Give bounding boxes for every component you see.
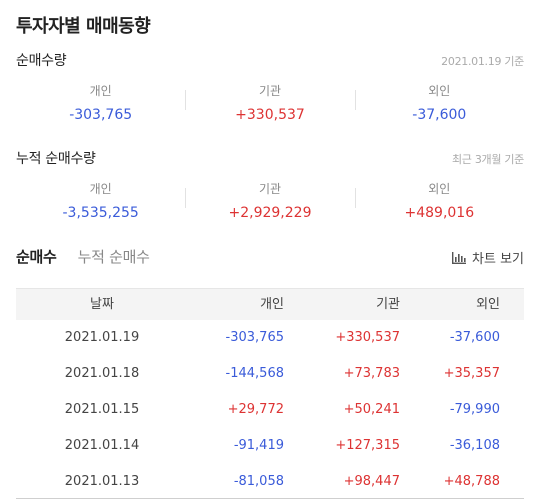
row-individual: -81,058 — [233, 474, 284, 489]
row-institution: +98,447 — [343, 474, 400, 489]
cumulative-individual: 개인 -3,535,255 — [16, 180, 185, 224]
header-individual: 개인 — [260, 297, 284, 312]
net-volume-date-note: 2021.01.19 기준 — [441, 55, 524, 68]
row-foreign: -37,600 — [449, 330, 500, 345]
net-volume-label: 순매수량 — [16, 53, 67, 69]
summary-value: -303,765 — [69, 107, 133, 123]
summary-value: +489,016 — [404, 205, 475, 221]
table-row: 2021.01.14 -91,419 +127,315 -36,108 — [16, 428, 524, 464]
summary-key: 외인 — [428, 84, 451, 98]
tab-cumulative-net-buy[interactable]: 누적 순매수 — [77, 248, 150, 266]
row-institution: +127,315 — [335, 438, 400, 453]
tab-net-buy[interactable]: 순매수 — [16, 248, 57, 266]
cumulative-label: 누적 순매수량 — [16, 151, 96, 167]
row-foreign: +48,788 — [443, 474, 500, 489]
net-volume-header: 순매수량 2021.01.19 기준 — [16, 50, 524, 70]
cumulative-period-note: 최근 3개월 기준 — [451, 153, 524, 166]
table-row: 2021.01.15 +29,772 +50,241 -79,990 — [16, 392, 524, 428]
row-date: 2021.01.15 — [64, 402, 140, 417]
net-volume-summary: 개인 -303,765 기관 +330,537 외인 -37,600 — [16, 82, 524, 126]
summary-key: 외인 — [428, 182, 451, 196]
cumulative-foreign: 외인 +489,016 — [354, 180, 524, 224]
header-foreign: 외인 — [476, 297, 500, 312]
row-individual: +29,772 — [227, 402, 284, 417]
table-header-row: 날짜 개인 기관 외인 — [16, 288, 524, 320]
cumulative-header: 누적 순매수량 최근 3개월 기준 — [16, 148, 524, 168]
table-bottom-divider — [16, 498, 524, 499]
summary-key: 기관 — [258, 84, 282, 98]
summary-key: 기관 — [258, 182, 282, 196]
summary-value: -3,535,255 — [62, 205, 139, 221]
row-individual: -303,765 — [225, 330, 284, 345]
table-row: 2021.01.19 -303,765 +330,537 -37,600 — [16, 320, 524, 356]
row-foreign: -36,108 — [449, 438, 500, 453]
row-individual: -144,568 — [225, 366, 284, 381]
chart-view-button[interactable]: 차트 보기 — [452, 248, 524, 267]
row-date: 2021.01.14 — [64, 438, 140, 453]
investor-trading-table: 날짜 개인 기관 외인 2021.01.19 -303,765 +330,537 -3… — [16, 288, 524, 500]
table-body: 2021.01.19 -303,765 +330,537 -37,600 2021.01… — [16, 320, 524, 500]
summary-institution: 기관 +330,537 — [185, 82, 354, 126]
table-row: 2021.01.18 -144,568 +73,783 +35,357 — [16, 356, 524, 392]
summary-value: +330,537 — [235, 107, 305, 123]
chart-view-label: 차트 보기 — [472, 252, 524, 267]
row-date: 2021.01.13 — [64, 474, 140, 489]
row-foreign: +35,357 — [443, 366, 500, 381]
table-row: 2021.01.13 -81,058 +98,447 +48,788 — [16, 464, 524, 500]
summary-foreign: 외인 -37,600 — [354, 82, 524, 126]
summary-value: -37,600 — [412, 107, 467, 123]
summary-value: +2,929,229 — [228, 205, 312, 221]
row-institution: +50,241 — [343, 402, 400, 417]
header-institution: 기관 — [376, 297, 400, 312]
row-date: 2021.01.18 — [64, 366, 140, 381]
summary-individual: 개인 -303,765 — [16, 82, 185, 126]
row-institution: +330,537 — [335, 330, 400, 345]
cumulative-summary: 개인 -3,535,255 기관 +2,929,229 외인 +489,016 — [16, 180, 524, 224]
row-institution: +73,783 — [343, 366, 400, 381]
summary-key: 개인 — [89, 182, 112, 196]
row-foreign: -79,990 — [449, 402, 500, 417]
row-date: 2021.01.19 — [64, 330, 140, 345]
view-tabs: 순매수 누적 순매수 — [16, 246, 166, 268]
bar-chart-icon — [452, 251, 467, 264]
page-title: 투자자별 매매동향 — [16, 16, 151, 37]
row-individual: -91,419 — [233, 438, 284, 453]
summary-key: 개인 — [89, 84, 112, 98]
cumulative-institution: 기관 +2,929,229 — [185, 180, 354, 224]
header-date: 날짜 — [90, 297, 114, 312]
